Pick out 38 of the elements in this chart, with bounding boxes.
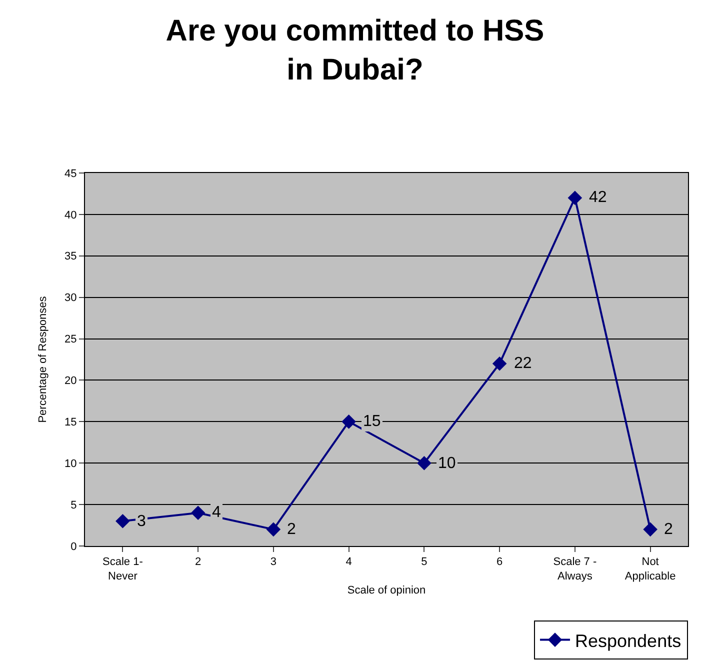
x-tick-label: 6 bbox=[496, 556, 503, 568]
point bbox=[492, 356, 507, 371]
y-tick-label: 20 bbox=[64, 375, 77, 388]
y-tick-label: 15 bbox=[64, 416, 77, 429]
data-label: 4 bbox=[212, 504, 221, 521]
data-label: 15 bbox=[363, 413, 381, 430]
point bbox=[568, 190, 582, 206]
x-tick-label: 3 bbox=[270, 556, 277, 568]
y-tick-label: 30 bbox=[64, 292, 77, 304]
x-tick-label: Not Applicable bbox=[624, 556, 676, 582]
point bbox=[190, 506, 206, 520]
y-tick-label: 0 bbox=[70, 540, 77, 553]
point bbox=[417, 456, 432, 470]
data-label: 2 bbox=[664, 521, 673, 538]
y-tick-label: 10 bbox=[64, 458, 77, 470]
data-label: 42 bbox=[589, 189, 607, 206]
x-tick-label: 5 bbox=[421, 556, 428, 568]
y-tick-label: 5 bbox=[70, 499, 77, 512]
x-tick-label: 2 bbox=[194, 556, 202, 568]
data-label: 10 bbox=[438, 455, 456, 472]
x-tick-label: Scale 7 - Always bbox=[553, 556, 597, 582]
x-tick-label: Scale 1- Never bbox=[102, 556, 144, 582]
legend-label: Respondents bbox=[575, 630, 682, 651]
y-tick-label: 25 bbox=[64, 334, 77, 346]
y-tick-label: 45 bbox=[64, 168, 77, 180]
data-label: 3 bbox=[137, 513, 146, 530]
chart-title: Are you committed to HSS in Dubai? bbox=[166, 14, 544, 86]
x-axis-title: Scale of opinion bbox=[347, 584, 426, 597]
data-label: 22 bbox=[514, 355, 532, 372]
y-axis-title: Percentage of Responses bbox=[37, 296, 50, 423]
point bbox=[342, 414, 356, 429]
x-tick-label: 4 bbox=[346, 556, 352, 568]
y-tick-label: 40 bbox=[64, 209, 77, 222]
data-label: 2 bbox=[287, 521, 296, 538]
point bbox=[266, 522, 281, 537]
point bbox=[643, 522, 658, 537]
y-tick-label: 35 bbox=[64, 250, 77, 263]
point bbox=[116, 514, 130, 528]
